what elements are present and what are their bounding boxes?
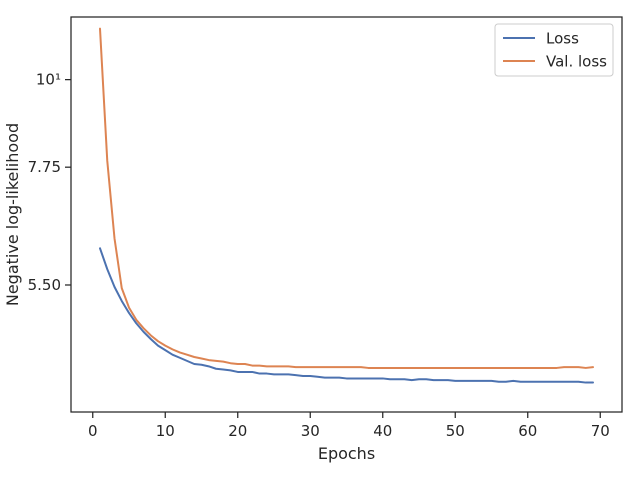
x-tick-label: 40 (373, 422, 392, 440)
series-line-val-loss (99, 27, 594, 369)
y-tick-label: 10¹ (36, 71, 61, 89)
legend-label-loss: Loss (546, 30, 579, 48)
y-tick-label: 7.75 (28, 158, 61, 176)
x-tick-label: 70 (591, 422, 610, 440)
x-tick-label: 20 (228, 422, 247, 440)
plot-frame (70, 16, 623, 413)
x-tick-label: 50 (446, 422, 465, 440)
y-axis-label: Negative log-likelihood (3, 123, 22, 306)
x-tick-label: 30 (301, 422, 320, 440)
x-axis-label: Epochs (318, 444, 375, 463)
series-lines (99, 27, 594, 384)
y-tick-label: 5.50 (28, 276, 61, 294)
y-axis-ticks: 5.50 7.75 10¹ (28, 71, 71, 294)
legend-label-val-loss: Val. loss (546, 53, 607, 71)
legend: Loss Val. loss (494, 23, 614, 77)
x-tick-label: 60 (518, 422, 537, 440)
x-axis-ticks: 0 10 20 30 40 50 60 70 (88, 412, 610, 440)
x-tick-label: 10 (156, 422, 175, 440)
x-tick-label: 0 (88, 422, 98, 440)
series-line-loss (99, 247, 594, 384)
